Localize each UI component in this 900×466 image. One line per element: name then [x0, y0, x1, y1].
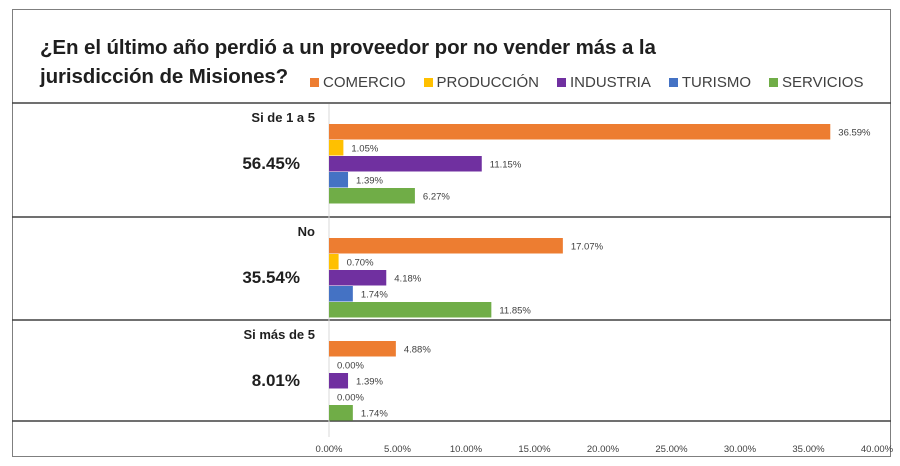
data-label: 1.05%: [351, 143, 378, 154]
bar-comercio: [329, 238, 563, 254]
data-label: 1.74%: [361, 408, 388, 419]
data-label: 0.00%: [337, 360, 364, 371]
x-tick-label: 25.00%: [655, 444, 688, 455]
bar-industria: [329, 373, 349, 389]
x-tick-label: 40.00%: [861, 444, 894, 455]
data-label: 11.85%: [499, 305, 531, 316]
x-tick-label: 20.00%: [587, 444, 620, 455]
bar-producción: [329, 140, 344, 156]
category-total-label: 8.01%: [252, 371, 300, 390]
category-label: Si de 1 a 5: [251, 110, 315, 125]
legend-label: TURISMO: [681, 74, 752, 91]
data-label: 4.88%: [404, 344, 431, 355]
legend-item-turismo: TURISMO: [668, 74, 752, 91]
legend-swatch-comercio-icon: [310, 78, 319, 87]
bar-turismo: [329, 172, 349, 188]
bar-industria: [329, 270, 387, 286]
data-label: 0.70%: [347, 257, 374, 268]
legend-item-industria: INDUSTRIA: [557, 74, 651, 91]
x-tick-label: 0.00%: [316, 444, 343, 455]
data-label: 1.74%: [361, 289, 388, 300]
legend-swatch-servicios-icon: [769, 78, 779, 87]
legend-item-produccion: PRODUCCIÓN: [423, 74, 540, 91]
category-label: No: [298, 224, 315, 239]
legend-swatch-industria-icon: [557, 78, 567, 87]
data-label: 17.07%: [571, 241, 604, 252]
data-label: 11.15%: [490, 159, 522, 170]
bar-turismo: [329, 286, 353, 302]
legend-label: SERVICIOS: [782, 74, 864, 91]
x-tick-label: 30.00%: [724, 444, 757, 455]
data-label: 1.39%: [356, 175, 383, 186]
data-label: 6.27%: [423, 191, 450, 202]
x-tick-label: 35.00%: [792, 444, 825, 455]
data-label: 1.39%: [356, 376, 383, 387]
bar-servicios: [329, 188, 415, 204]
category-total-label: 56.45%: [242, 154, 300, 173]
x-tick-label: 10.00%: [450, 444, 483, 455]
chart-title-line-2: jurisdicción de Misiones?: [40, 65, 289, 88]
bar-servicios: [329, 302, 492, 318]
data-label: 36.59%: [838, 127, 871, 138]
data-label: 4.18%: [394, 273, 421, 284]
legend-swatch-produccion-icon: [423, 78, 433, 87]
chart-title-line-1: ¿En el último año perdió a un proveedor …: [40, 36, 656, 59]
bar-servicios: [329, 405, 353, 421]
legend-label: INDUSTRIA: [570, 74, 651, 91]
legend-item-comercio: COMERCIO: [310, 74, 406, 91]
legend: COMERCIO PRODUCCIÓN INDUSTRIA TURISMO SE…: [310, 74, 863, 91]
category-total-label: 35.54%: [242, 268, 300, 287]
legend-swatch-turismo-icon: [668, 78, 678, 87]
x-tick-label: 5.00%: [384, 444, 411, 455]
x-tick-label: 15.00%: [518, 444, 551, 455]
legend-item-servicios: SERVICIOS: [769, 74, 863, 91]
category-label: Si más de 5: [243, 327, 315, 342]
data-label: 0.00%: [337, 392, 364, 403]
bar-comercio: [329, 341, 396, 357]
bar-producción: [329, 254, 339, 270]
bar-industria: [329, 156, 482, 172]
bar-comercio: [329, 124, 831, 140]
legend-label: COMERCIO: [323, 74, 406, 91]
chart-frame: [12, 9, 891, 457]
legend-label: PRODUCCIÓN: [436, 74, 540, 91]
